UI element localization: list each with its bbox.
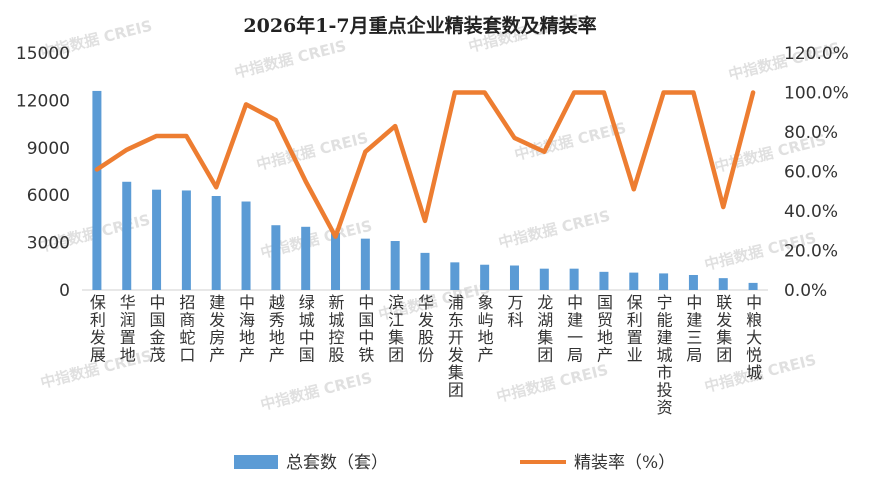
bar — [629, 272, 639, 290]
x-axis-categories: 保利发展华润置地中国金茂招商蛇口建发房产中海地产越秀地产绿城中国新城控股中国中铁… — [90, 293, 762, 417]
legend: 总套数（套） 精装率（%） — [234, 453, 675, 473]
category-label: 联发集团 — [716, 293, 732, 365]
watermark-text: 中指数据 CREIS — [495, 361, 610, 406]
bar — [360, 238, 370, 290]
watermark-text: 中指数据 CREIS — [233, 37, 348, 82]
category-label: 国贸地产 — [597, 293, 613, 365]
bar — [331, 233, 341, 290]
bar — [241, 201, 251, 290]
y-right-tick-label: 20.0% — [784, 242, 838, 262]
legend-line-label: 精装率（%） — [574, 453, 675, 473]
y-right-tick-label: 40.0% — [784, 202, 838, 222]
bar — [211, 195, 221, 290]
y-left-tick-label: 9000 — [27, 139, 70, 159]
y-left-tick-label: 3000 — [27, 234, 70, 254]
category-label: 保利置业 — [627, 293, 643, 365]
y-right-tick-label: 120.0% — [784, 44, 849, 64]
bar — [390, 241, 400, 290]
watermark-text: 中指数据 CREIS — [497, 207, 612, 252]
bar — [748, 282, 758, 290]
category-label: 华润置地 — [120, 293, 136, 365]
y-left-tick-label: 12000 — [16, 91, 70, 111]
category-label: 越秀地产 — [269, 293, 285, 365]
watermark-text: 中指数据 CREIS — [255, 129, 370, 174]
y-right-tick-label: 100.0% — [784, 84, 849, 104]
category-label: 华发股份 — [418, 293, 434, 365]
legend-bar-label: 总套数（套） — [286, 453, 388, 473]
watermark-text: 中指数据 CREIS — [259, 369, 374, 414]
category-label: 滨江集团 — [388, 293, 404, 365]
category-label: 建发房产 — [209, 293, 225, 365]
bar — [152, 189, 162, 290]
category-label: 浦东开发集团 — [448, 293, 464, 400]
category-label: 象屿地产 — [478, 293, 494, 365]
category-label: 中国金茂 — [150, 293, 166, 365]
watermark-text: 中指数据 CREIS — [513, 119, 628, 164]
bar — [718, 278, 728, 290]
bar — [181, 190, 191, 290]
category-label: 保利发展 — [90, 293, 106, 365]
y-axis-left: 0 3000 6000 9000 12000 15000 — [16, 44, 70, 301]
bar — [509, 265, 519, 290]
bar — [92, 90, 102, 290]
bar — [688, 274, 698, 290]
chart-title: 2026年1-7月重点企业精装套数及精装率 — [243, 14, 596, 37]
bar-series — [92, 90, 758, 290]
legend-bar-swatch — [234, 455, 278, 469]
category-label: 宁能建城市投资 — [657, 293, 673, 417]
bar — [301, 226, 311, 290]
bar — [569, 268, 579, 290]
bar — [659, 273, 669, 290]
category-label: 万科 — [507, 293, 523, 330]
y-left-tick-label: 15000 — [16, 44, 70, 64]
category-label: 中建三局 — [686, 293, 702, 365]
category-label: 中国中铁 — [358, 293, 374, 365]
bar — [450, 262, 460, 290]
bar — [539, 268, 549, 290]
y-right-tick-label: 80.0% — [784, 123, 838, 143]
y-left-tick-label: 0 — [59, 281, 70, 301]
y-right-tick-label: 60.0% — [784, 163, 838, 183]
bar — [122, 181, 132, 290]
category-label: 新城控股 — [329, 293, 345, 365]
bar — [420, 252, 430, 290]
y-left-tick-label: 6000 — [27, 186, 70, 206]
bar — [599, 271, 609, 290]
y-axis-right: 0.0% 20.0% 40.0% 60.0% 80.0% 100.0% 120.0% — [784, 44, 849, 301]
category-label: 绿城中国 — [299, 293, 315, 365]
category-label: 龙湖集团 — [537, 293, 553, 365]
rate-line — [94, 90, 756, 239]
category-label: 中粮大悦城 — [746, 293, 762, 382]
category-label: 中海地产 — [239, 293, 255, 365]
y-right-tick-label: 0.0% — [784, 281, 827, 301]
bar — [480, 264, 490, 290]
category-label: 中建一局 — [567, 293, 583, 365]
category-label: 招商蛇口 — [179, 293, 195, 365]
bar — [271, 225, 281, 290]
line-series — [94, 90, 756, 239]
